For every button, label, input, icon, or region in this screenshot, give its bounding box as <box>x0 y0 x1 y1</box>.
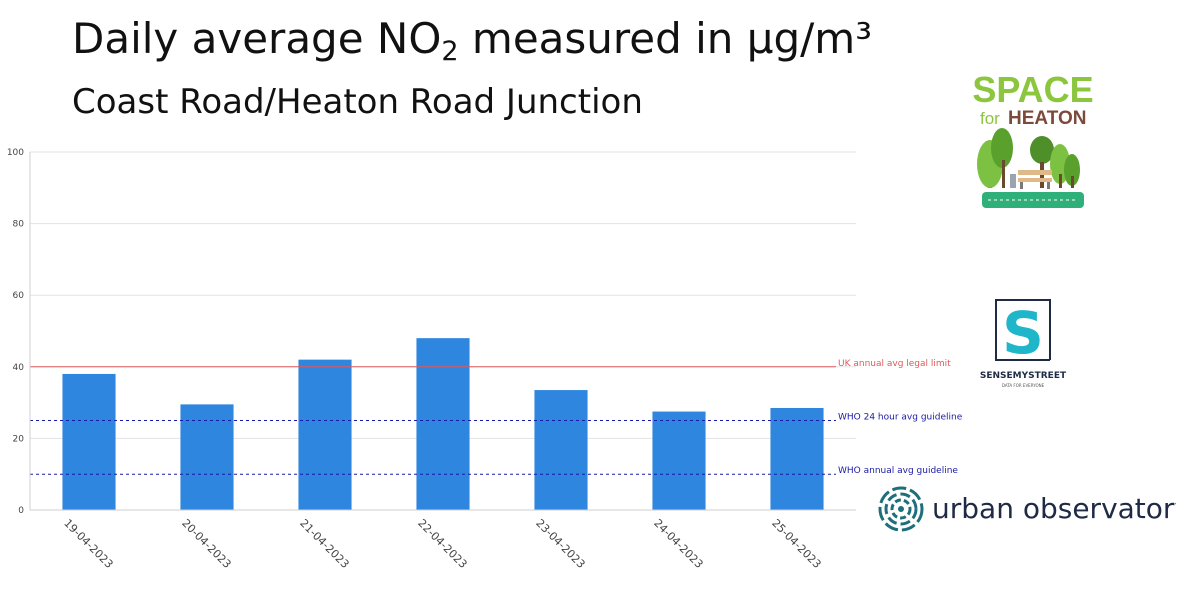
title-subscript: 2 <box>441 36 459 67</box>
y-tick-label: 20 <box>13 434 25 444</box>
sense-my-street-tagline: DATA FOR EVERYONE <box>1002 383 1045 388</box>
bar <box>298 359 352 510</box>
x-tick-label: 23-04-2023 <box>533 517 587 571</box>
logo-heaton-word: HEATON <box>1008 108 1086 129</box>
bar <box>652 411 706 510</box>
logo-for-word: for <box>980 109 1000 128</box>
reference-line-label: UK annual avg legal limit <box>838 359 951 369</box>
title-prefix: Daily average NO <box>72 14 442 63</box>
sense-my-street-logo-graphic: S SENSEMYSTREET DATA FOR EVERYONE <box>980 299 1067 388</box>
reference-lines: UK annual avg legal limit WHO 24 hour avg… <box>30 359 963 476</box>
x-tick-label: 21-04-2023 <box>297 517 351 571</box>
y-tick-label: 100 <box>7 148 24 158</box>
bar <box>62 373 116 510</box>
title-suffix: measured in μg/m³ <box>458 14 873 63</box>
x-tick-label: 22-04-2023 <box>415 517 469 571</box>
urban-observatory-logo-graphic: urban observatory <box>878 486 1191 532</box>
bench-icon <box>1010 170 1052 189</box>
space-for-heaton-logo-graphic: SPACE for HEATON <box>930 66 1136 228</box>
chart-subtitle: Coast Road/Heaton Road Junction <box>72 82 643 122</box>
y-tick-label: 80 <box>13 220 25 230</box>
bar <box>416 338 470 510</box>
reference-line-label: WHO 24 hour avg guideline <box>838 413 963 423</box>
reference-line-label: WHO annual avg guideline <box>838 466 958 476</box>
space-for-heaton-logo: SPACE for HEATON <box>930 66 1136 228</box>
x-tick-label: 20-04-2023 <box>179 517 233 571</box>
sense-s-letter: S <box>1002 299 1044 367</box>
y-tick-label: 60 <box>13 291 25 301</box>
x-tick-label: 24-04-2023 <box>651 517 705 571</box>
logo-space-word: SPACE <box>972 69 1093 110</box>
tree-icon <box>977 128 1080 188</box>
bar <box>180 404 234 510</box>
bar <box>770 407 824 510</box>
chart-title: Daily average NO2 measured in μg/m³ <box>72 14 873 67</box>
urban-observatory-logo: urban observatory <box>876 484 1191 534</box>
sense-my-street-logo: S SENSEMYSTREET DATA FOR EVERYONE <box>968 298 1078 390</box>
y-tick-label: 0 <box>18 506 24 516</box>
bar <box>534 390 588 510</box>
bars <box>62 338 824 510</box>
observatory-rings-icon <box>878 486 924 532</box>
urban-observatory-name: urban observatory <box>932 492 1176 525</box>
y-tick-label: 40 <box>13 363 25 373</box>
x-tick-label: 25-04-2023 <box>769 517 823 571</box>
sense-my-street-name: SENSEMYSTREET <box>980 371 1067 381</box>
x-tick-label: 19-04-2023 <box>61 517 115 571</box>
